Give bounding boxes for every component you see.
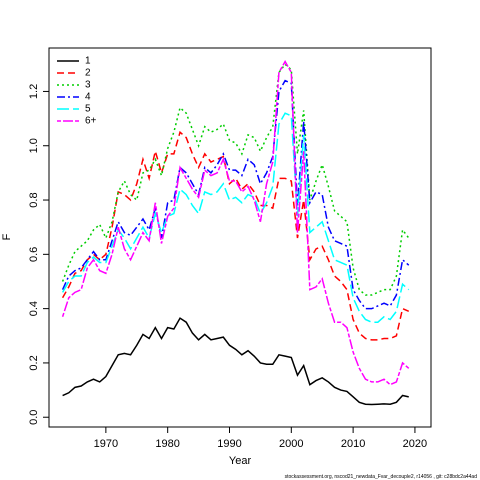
x-tick-label: 2020 [403, 438, 427, 450]
x-tick-label: 1980 [155, 438, 179, 450]
plot-frame [48, 47, 432, 428]
series-line [61, 60, 410, 386]
legend-label: 4 [85, 92, 91, 103]
legend-label: 1 [85, 56, 91, 67]
series-line [61, 112, 410, 323]
x-tick-label: 2000 [279, 438, 303, 450]
legend-label: 5 [85, 104, 91, 115]
y-tick-label: 0.6 [28, 247, 40, 262]
y-tick-label: 0.0 [28, 410, 40, 425]
series-line [61, 130, 410, 341]
y-tick-label: 0.8 [28, 192, 40, 207]
legend-label: 3 [85, 80, 91, 91]
footnote: stockassessment.org, nscod21_newdata_Fva… [285, 474, 478, 480]
x-tick-label: 1990 [217, 438, 241, 450]
y-tick-label: 1.0 [28, 138, 40, 153]
series-line [61, 79, 410, 310]
y-tick-label: 0.2 [28, 355, 40, 370]
x-axis-label: Year [229, 455, 252, 467]
x-tick-label: 1970 [94, 438, 118, 450]
legend-label: 2 [85, 68, 91, 79]
legend-label: 6+ [85, 116, 97, 127]
series-line [61, 63, 410, 296]
y-tick-label: 0.4 [28, 301, 40, 316]
x-tick-label: 2010 [341, 438, 365, 450]
y-tick-label: 1.2 [28, 84, 40, 99]
series-line [62, 317, 409, 406]
y-axis-label: F [1, 233, 13, 240]
